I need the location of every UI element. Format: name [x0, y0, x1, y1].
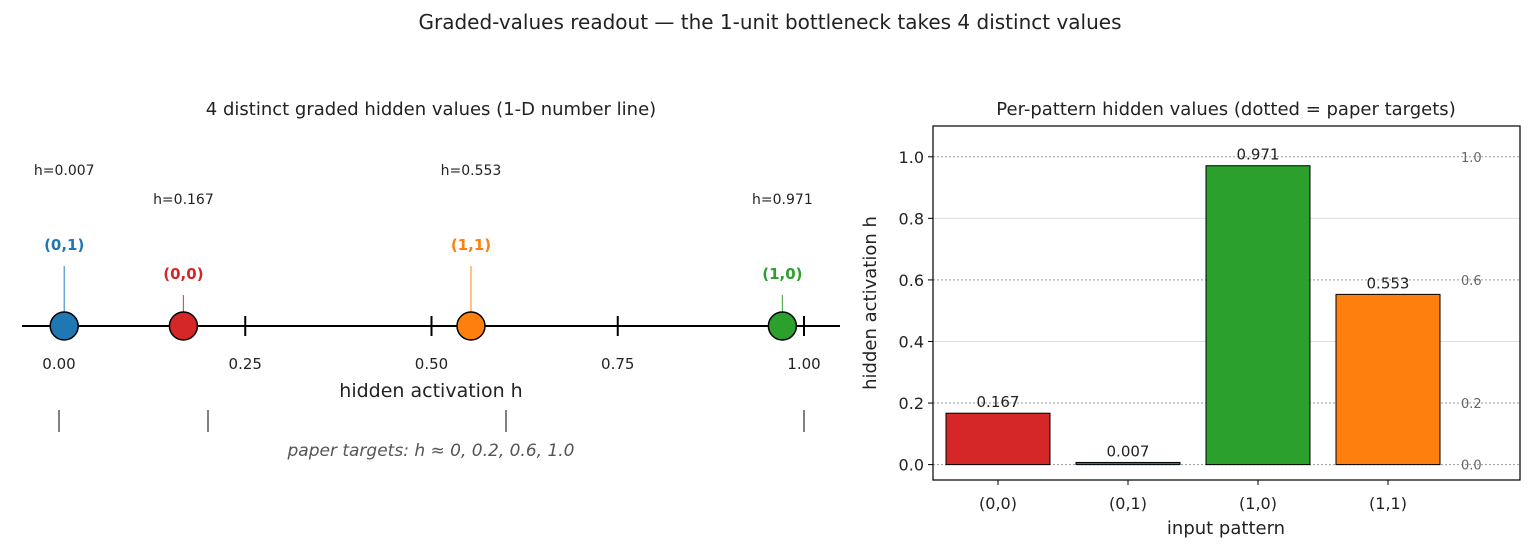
bar-chart-title: Per-pattern hidden values (dotted = pape… [996, 99, 1455, 120]
number-line-tick-label: 0.75 [601, 355, 634, 373]
bar [1205, 165, 1311, 466]
y-tick-label: 0.2 [899, 394, 924, 413]
bar-chart-xlabel: input pattern [1167, 518, 1285, 539]
x-tick-label: (0,1) [1109, 494, 1147, 513]
bar-value-label: 0.553 [1367, 274, 1410, 292]
y-tick-label: 0.4 [899, 332, 924, 351]
bar [1335, 293, 1441, 466]
y-tick-label: 0.6 [899, 271, 924, 290]
figure-suptitle: Graded-values readout — the 1-unit bottl… [418, 10, 1121, 34]
bar-chart-ylabel: hidden activation h [860, 216, 881, 390]
point-pattern-label: (1,1) [451, 236, 491, 254]
number-line-xlabel: hidden activation h [339, 380, 522, 402]
bar-chart-bars: 0.167 0.007 0.971 0.553 [945, 146, 1441, 466]
x-tick-label: (0,0) [979, 494, 1017, 513]
bar-value-label: 0.167 [977, 393, 1020, 411]
bar-chart-panel: Per-pattern hidden values (dotted = pape… [860, 99, 1521, 539]
bar-value-label: 0.971 [1237, 146, 1280, 164]
bar-chart-x-ticks: (0,0) (0,1) (1,0) (1,1) [979, 480, 1407, 513]
number-line-tick-label: 0.50 [415, 355, 448, 373]
point-marker [168, 311, 199, 341]
point-marker [49, 311, 79, 341]
x-tick-label: (1,1) [1369, 494, 1407, 513]
number-line-tick-label: 0.00 [42, 355, 75, 373]
y-tick-label: 1.0 [899, 148, 924, 167]
bar [1075, 461, 1181, 466]
bar-chart-y-ticks: 0.0 0.2 0.4 0.6 0.8 1.0 [899, 148, 933, 475]
x-tick-label: (1,0) [1239, 494, 1277, 513]
number-line-title: 4 distinct graded hidden values (1-D num… [206, 99, 656, 120]
paper-target-line-label: 0.6 [1461, 274, 1482, 289]
point-value-label: h=0.971 [752, 192, 813, 208]
y-tick-label: 0.8 [899, 209, 924, 228]
number-line-tick-label: 0.25 [229, 355, 262, 373]
paper-target-marks [58, 410, 805, 432]
paper-target-line-label: 0.0 [1461, 459, 1482, 474]
point-value-label: h=0.167 [153, 192, 214, 208]
paper-target-line-label: 1.0 [1461, 151, 1482, 166]
point-pattern-label: (0,0) [163, 265, 203, 283]
point-pattern-label: (0,1) [44, 236, 84, 254]
point-value-label: h=0.553 [441, 163, 502, 179]
bar [945, 412, 1051, 466]
paper-targets-caption: paper targets: h ≈ 0, 0.2, 0.6, 1.0 [287, 441, 575, 461]
number-line-panel: 4 distinct graded hidden values (1-D num… [22, 99, 840, 461]
point-marker [767, 311, 798, 341]
number-line-tick-label: 1.00 [787, 355, 820, 373]
bar-value-label: 0.007 [1107, 442, 1150, 460]
bar-chart-frame [932, 125, 1521, 481]
number-line-ticks: 0.00 0.25 0.50 0.75 1.00 [42, 316, 821, 373]
number-line-points: h=0.167 (0,0) h=0.007 (0,1) h=0.971 (1,0) h=0.… [34, 163, 813, 341]
paper-target-line-label: 0.2 [1461, 397, 1482, 412]
point-marker [456, 311, 486, 341]
point-value-label: h=0.007 [34, 163, 95, 179]
point-pattern-label: (1,0) [762, 265, 802, 283]
y-tick-label: 0.0 [899, 456, 924, 475]
